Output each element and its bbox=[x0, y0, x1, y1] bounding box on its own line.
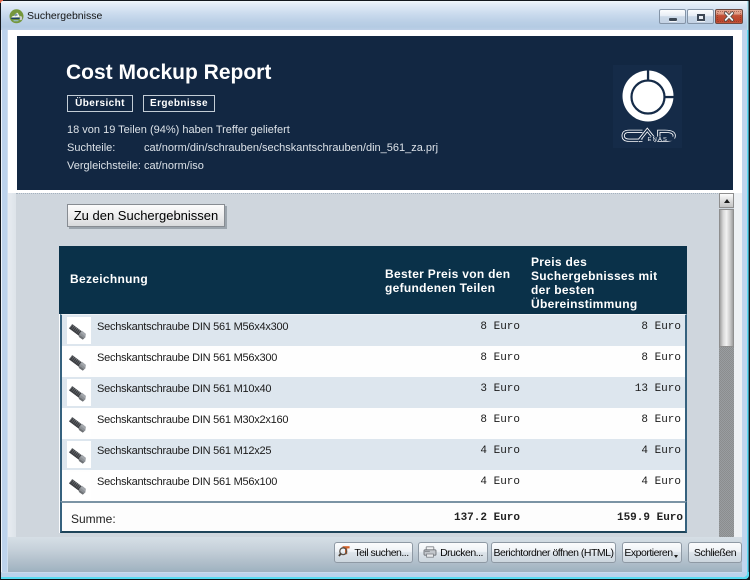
svg-text:ENAS: ENAS bbox=[648, 137, 669, 143]
